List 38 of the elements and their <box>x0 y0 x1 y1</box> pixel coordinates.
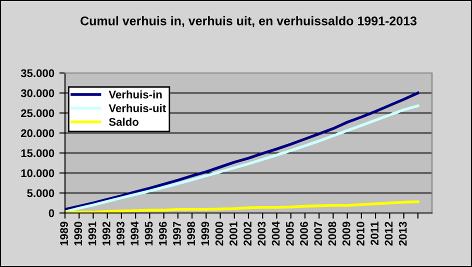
x-tick-label: 2006 <box>300 222 308 246</box>
x-tick-label: 2013 <box>398 222 407 246</box>
y-tick-label: 5.000 <box>27 189 54 198</box>
y-tick-label: 35.000 <box>20 69 54 78</box>
x-tick-label: 2008 <box>328 222 336 246</box>
x-tick-label: 1997 <box>173 222 181 246</box>
y-tick-label: 30.000 <box>20 89 54 98</box>
x-tick-label: 1998 <box>187 222 196 246</box>
y-tick-label: 15.000 <box>21 149 54 158</box>
y-tick-label: 0 <box>48 209 54 218</box>
x-tick-label: 1989 <box>60 222 68 246</box>
x-tick-label: 2005 <box>286 222 294 246</box>
x-tick-label: 1999 <box>201 222 210 246</box>
legend-label: Saldo <box>108 118 138 126</box>
x-tick-label: 1991 <box>88 222 96 246</box>
y-tick-label: 10.000 <box>21 169 54 178</box>
x-tick-label: 1994 <box>130 221 139 246</box>
chart-title: Cumul verhuis in, verhuis uit, en verhuissaldo 1991-2013 <box>80 16 417 28</box>
x-tick-label: 2009 <box>342 222 350 246</box>
legend-label: Verhuis-in <box>108 90 162 98</box>
x-tick-label: 2004 <box>272 221 280 246</box>
x-tick-label: 1992 <box>102 222 110 246</box>
x-tick-label: 2000 <box>215 222 224 246</box>
y-tick-label: 20.000 <box>20 129 54 138</box>
x-tick-label: 2011 <box>370 222 379 246</box>
x-tick-label: 1993 <box>116 222 124 246</box>
legend-label: Verhuis-uit <box>108 104 166 112</box>
x-tick-label: 2007 <box>314 222 322 246</box>
x-tick-label: 2012 <box>384 222 393 246</box>
x-tick-label: 1996 <box>158 222 167 246</box>
x-tick-label: 2010 <box>356 222 364 246</box>
x-tick-label: 2001 <box>230 222 238 246</box>
x-tick-label: 2003 <box>258 222 266 246</box>
x-tick-label: 1990 <box>74 222 82 246</box>
y-tick-label: 25.000 <box>20 109 54 118</box>
x-tick-label: 1995 <box>144 222 153 246</box>
x-tick-label: 2002 <box>244 222 252 246</box>
line-series <box>65 200 420 213</box>
